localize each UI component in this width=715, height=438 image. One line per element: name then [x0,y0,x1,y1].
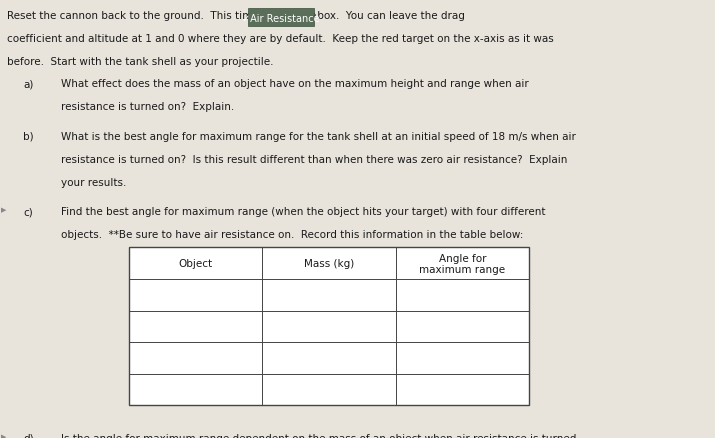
Text: c): c) [23,207,33,217]
Text: coefficient and altitude at 1 and 0 where they are by default.  Keep the red tar: coefficient and altitude at 1 and 0 wher… [7,34,554,44]
Text: ▶: ▶ [1,207,7,213]
Text: Angle for: Angle for [438,253,486,263]
Text: What is the best angle for maximum range for the tank shell at an initial speed : What is the best angle for maximum range… [61,132,576,141]
Text: ✓Air Resistance: ✓Air Resistance [242,14,320,24]
Text: What effect does the mass of an object have on the maximum height and range when: What effect does the mass of an object h… [61,79,528,89]
Text: Find the best angle for maximum range (when the object hits your target) with fo: Find the best angle for maximum range (w… [61,207,546,217]
Text: a): a) [23,79,34,89]
Text: before.  Start with the tank shell as your projectile.: before. Start with the tank shell as you… [7,57,274,67]
Text: objects.  **Be sure to have air resistance on.  Record this information in the t: objects. **Be sure to have air resistanc… [61,230,523,240]
Text: Is the angle for maximum range dependent on the mass of an object when air resis: Is the angle for maximum range dependent… [61,433,576,438]
Text: your results.: your results. [61,177,126,187]
Text: Reset the cannon back to the ground.  This time, check the: Reset the cannon back to the ground. Thi… [7,11,320,21]
FancyBboxPatch shape [248,9,313,27]
Text: Mass (kg): Mass (kg) [304,258,354,268]
Text: resistance is turned on?  Explain.: resistance is turned on? Explain. [61,102,234,112]
Text: Object: Object [178,258,212,268]
Text: resistance is turned on?  Is this result different than when there was zero air : resistance is turned on? Is this result … [61,155,567,164]
Text: maximum range: maximum range [419,264,506,274]
Bar [129,248,529,406]
Text: ▶: ▶ [1,433,7,438]
Text: box.  You can leave the drag: box. You can leave the drag [313,11,465,21]
Text: b): b) [23,132,34,141]
Text: d): d) [23,433,34,438]
